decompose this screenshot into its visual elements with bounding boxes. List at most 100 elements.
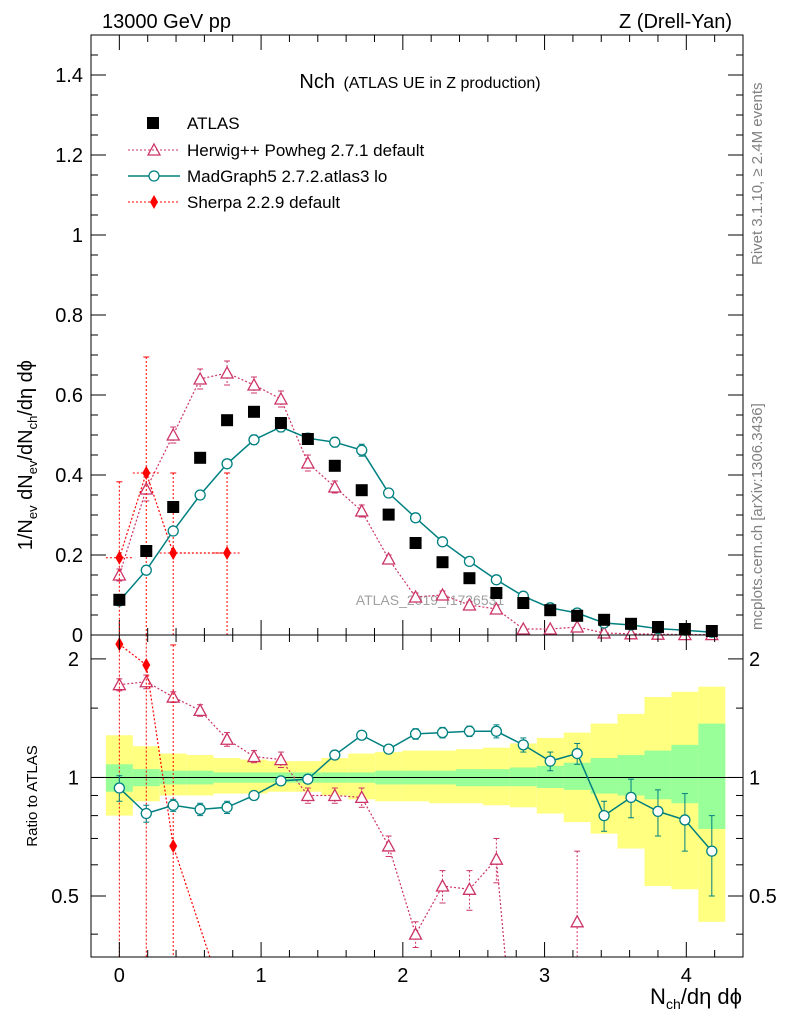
- x-axis-label: Nch/dη dϕ: [650, 984, 742, 1012]
- main-madgraph-point: [436, 536, 449, 548]
- legend-atlas-marker: [147, 117, 159, 129]
- main-data-point: [678, 623, 691, 635]
- main-sherpa-point: [115, 550, 124, 565]
- rivet-label: Rivet 3.1.10, ≥ 2.4M events: [749, 83, 766, 266]
- main-herwig-point: [354, 503, 369, 517]
- ratio-madgraph-point: [679, 814, 691, 826]
- ratio-band-inner: [698, 723, 726, 829]
- plot-title: Nch (ATLAS UE in Z production): [299, 71, 540, 93]
- main-herwig-point: [193, 371, 208, 385]
- ratio-sherpa-point: [142, 657, 151, 672]
- ratio-series-sherpa: [115, 635, 211, 957]
- ratio-herwig-point: [327, 788, 342, 802]
- ratio-ytick-label: 1: [68, 767, 79, 789]
- main-herwig-point: [246, 377, 262, 391]
- header-process-label: Z (Drell-Yan): [619, 11, 732, 33]
- main-herwig-point: [462, 597, 477, 611]
- ratio-ytick-label-right: 0.5: [749, 886, 777, 908]
- ratio-ytick-label: 0.5: [51, 886, 79, 908]
- main-panel: 0 0.2 0.4 0.6 0.8 1 1.2 1.4 ATLAS_2019_I1736531…: [15, 34, 744, 647]
- main-herwig-point: [435, 587, 450, 601]
- main-madgraph-point: [248, 434, 260, 446]
- main-madgraph-point: [221, 458, 233, 470]
- legend-herwig-marker: [146, 142, 162, 156]
- ratio-ytick-label: 2: [68, 649, 79, 671]
- ratio-madgraph-point: [409, 728, 422, 740]
- ratio-madgraph-point: [625, 791, 637, 804]
- main-series: [105, 356, 719, 641]
- ratio-herwig-point: [435, 878, 450, 892]
- mcplots-label: mcplots.cern.ch [arXiv:1306.3436]: [749, 403, 766, 630]
- ratio-madgraph-point: [598, 809, 610, 822]
- ratio-madgraph-point: [652, 805, 664, 818]
- main-data-point: [328, 459, 341, 472]
- ratio-madgraph-point: [383, 743, 395, 755]
- ratio-herwig-point: [273, 752, 289, 766]
- main-ytick-label: 0.6: [55, 385, 83, 407]
- ratio-herwig-line: [119, 681, 506, 957]
- ratio-madgraph-point: [463, 725, 476, 737]
- ratio-xtick-label: 4: [681, 965, 692, 987]
- legend-entry-madgraph: MadGraph5 2.7.2.atlas3 lo: [128, 167, 387, 186]
- legend: ATLAS Herwig++ Powheg 2.7.1 default MadG…: [128, 114, 424, 212]
- legend-entry-atlas: ATLAS: [147, 114, 240, 133]
- main-madgraph-point: [356, 444, 368, 456]
- main-ytick-label: 0.8: [55, 305, 83, 327]
- legend-madgraph-label: MadGraph5 2.7.2.atlas3 lo: [187, 167, 387, 186]
- main-herwig-point: [516, 621, 531, 635]
- main-madgraph-point: [329, 436, 341, 448]
- legend-sherpa-marker: [150, 195, 158, 209]
- main-sherpa-point: [169, 546, 178, 560]
- main-ytick-label: 0: [72, 625, 83, 647]
- ratio-xtick-label: 1: [256, 965, 267, 987]
- ratio-madgraph-point: [436, 726, 449, 739]
- ratio-madgraph-point: [302, 773, 314, 785]
- ratio-band-inner: [509, 767, 537, 787]
- ratio-ytick-label-right: 1: [749, 767, 760, 789]
- ratio-xtick-label: 3: [539, 965, 550, 987]
- plot-title-sub: (ATLAS UE in Z production): [343, 75, 540, 92]
- ratio-herwig-point: [489, 851, 504, 865]
- ratio-xtick-label: 2: [397, 965, 408, 987]
- legend-atlas-label: ATLAS: [187, 114, 240, 133]
- ratio-madgraph-point: [167, 799, 179, 811]
- ratio-madgraph-point: [517, 739, 529, 751]
- ratio-herwig-point: [381, 838, 396, 852]
- ratio-herwig-point: [570, 914, 585, 928]
- main-herwig-point: [570, 619, 585, 633]
- ratio-madgraph-point: [356, 729, 368, 741]
- main-ytick-label: 1: [72, 225, 83, 247]
- main-madgraph-point: [167, 525, 179, 537]
- ratio-madgraph-point: [248, 789, 260, 802]
- ratio-series-herwig: [112, 674, 585, 957]
- plot-title-main: Nch: [299, 71, 335, 93]
- ratio-madgraph-point: [194, 803, 206, 815]
- main-data-point: [248, 405, 260, 418]
- ratio-herwig-point: [462, 881, 477, 895]
- ratio-herwig-point: [246, 749, 262, 763]
- main-data-point: [463, 572, 476, 585]
- ratio-series: [112, 635, 718, 957]
- main-madgraph-point: [383, 487, 395, 499]
- main-sherpa-line: [118, 471, 228, 558]
- main-data-point: [409, 537, 422, 549]
- ratio-herwig-point: [193, 703, 208, 717]
- legend-sherpa-label: Sherpa 2.2.9 default: [187, 193, 340, 212]
- main-ytick-label: 1.2: [55, 145, 83, 167]
- main-data-point: [301, 433, 314, 445]
- ratio-herwig-point: [300, 788, 315, 802]
- legend-madgraph-marker: [148, 170, 160, 182]
- ratio-madgraph-point: [706, 845, 718, 857]
- ratio-madgraph-point: [571, 747, 583, 760]
- main-data-point: [571, 609, 584, 622]
- ratio-frame: [90, 634, 744, 958]
- ratio-xtick-label: 0: [114, 965, 125, 987]
- main-herwig-point: [408, 589, 423, 603]
- main-ytick-label: 1.4: [55, 65, 83, 87]
- ratio-ytick-label-right: 2: [749, 649, 760, 671]
- ratio-axis-ticks: 0.5 0.5 1 1 2 2 0 1 2 3 4: [51, 635, 777, 987]
- main-data-point: [544, 604, 557, 617]
- main-data-point: [274, 417, 287, 429]
- main-madgraph-point: [463, 555, 476, 568]
